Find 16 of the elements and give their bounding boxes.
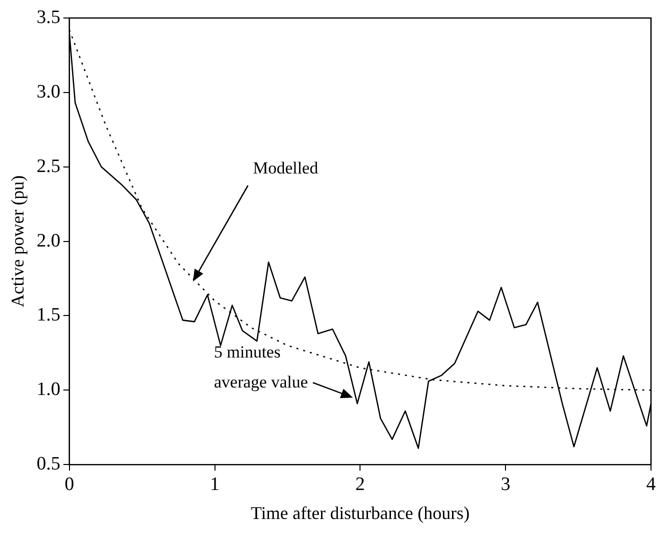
y-axis-title: Active power (pu) xyxy=(8,175,28,308)
annotation: 5 minutes average value xyxy=(214,342,308,392)
y-tick-label: 1.0 xyxy=(36,379,60,400)
x-tick-label: 0 xyxy=(64,474,74,495)
y-tick-label: 0.5 xyxy=(36,454,60,475)
x-tick-label: 4 xyxy=(646,474,656,495)
y-tick-label: 3.0 xyxy=(36,81,60,102)
y-tick-label: 2.5 xyxy=(36,156,60,177)
annotation: Modelled xyxy=(252,158,319,178)
x-tick-label: 1 xyxy=(210,474,220,495)
y-tick-label: 2.0 xyxy=(36,230,60,252)
x-tick-label: 2 xyxy=(355,474,365,495)
y-tick-label: 1.5 xyxy=(36,304,60,326)
x-axis-title: Time after disturbance (hours) xyxy=(250,502,470,523)
x-tick-label: 3 xyxy=(500,474,510,495)
y-tick-label: 3.5 xyxy=(36,6,60,28)
